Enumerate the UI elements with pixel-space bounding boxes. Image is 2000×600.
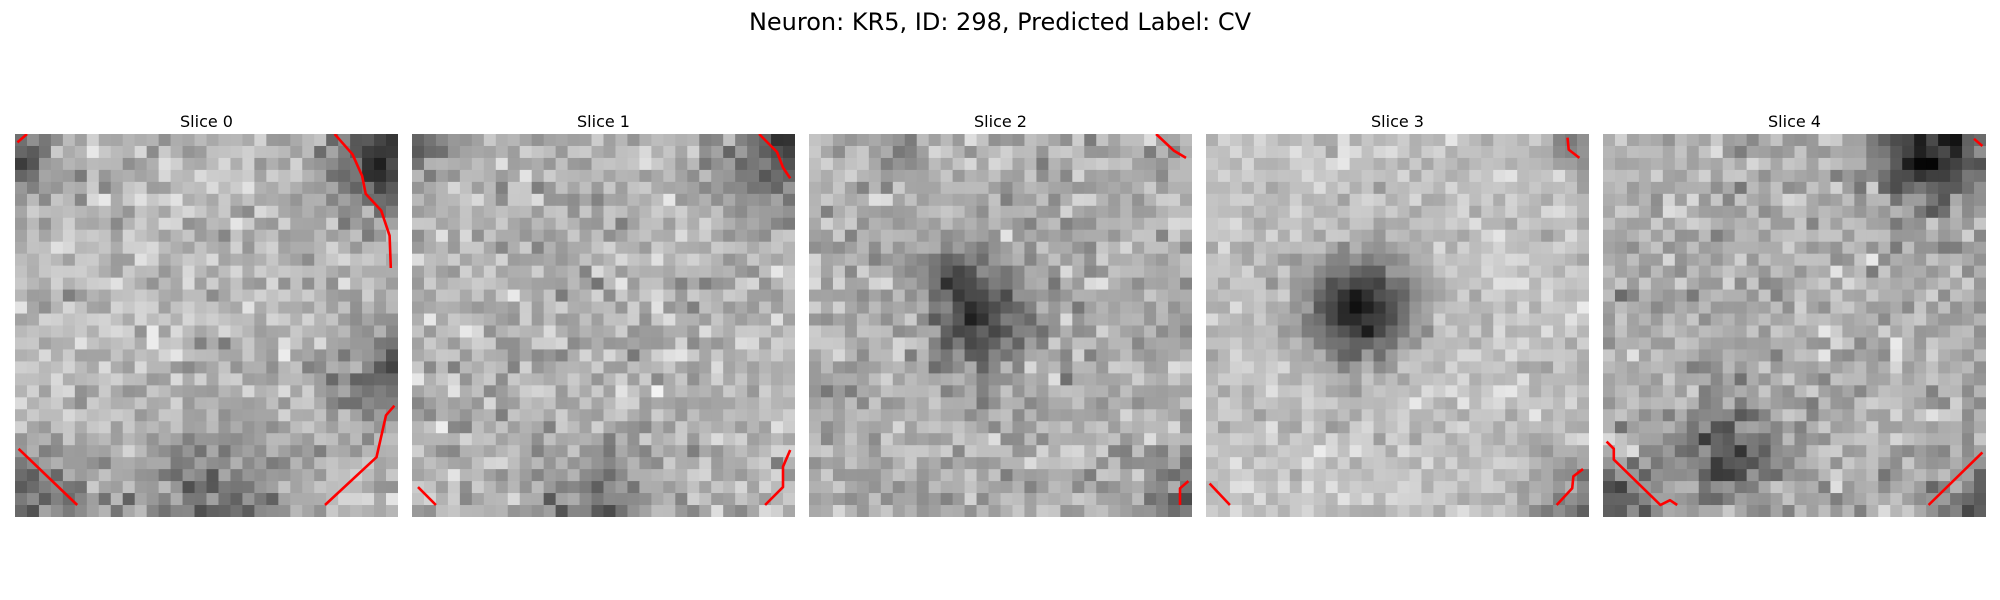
slice-title-4: Slice 4 [1768,112,1821,131]
slice-image-3 [1206,134,1589,517]
contour-line-0 [1973,137,1984,147]
contour-line-3 [324,404,396,506]
contour-line-2 [764,449,792,506]
slice-title-1: Slice 1 [577,112,630,131]
slice-title-3: Slice 3 [1371,112,1424,131]
contour-line-1 [333,134,393,269]
contour-line-2 [17,447,79,506]
slice-image-1 [412,134,795,517]
slice-image-2 [809,134,1192,517]
slice-panel-3: Slice 3 [1206,110,1589,517]
contour-line-0 [1155,134,1187,160]
figure-title: Neuron: KR5, ID: 298, Predicted Label: C… [748,8,1252,36]
slice-title-0: Slice 0 [180,112,233,131]
slice-panel-4: Slice 4 [1603,110,1986,517]
contour-line-2 [1555,468,1584,506]
slice-image-0 [15,134,398,517]
contour-line-1 [1208,482,1231,506]
contour-line-0 [16,134,28,144]
slice-image-4 [1603,134,1986,517]
slice-panel-0: Slice 0 [15,110,398,517]
contour-line-1 [417,486,437,506]
contour-line-0 [758,134,792,180]
contour-line-1 [1605,440,1678,507]
slice-panel-1: Slice 1 [412,110,795,517]
slice-panel-2: Slice 2 [809,110,1192,517]
contour-line-1 [1178,480,1190,505]
contour-line-0 [1566,137,1581,159]
contour-line-2 [1927,451,1984,506]
slice-title-2: Slice 2 [974,112,1027,131]
